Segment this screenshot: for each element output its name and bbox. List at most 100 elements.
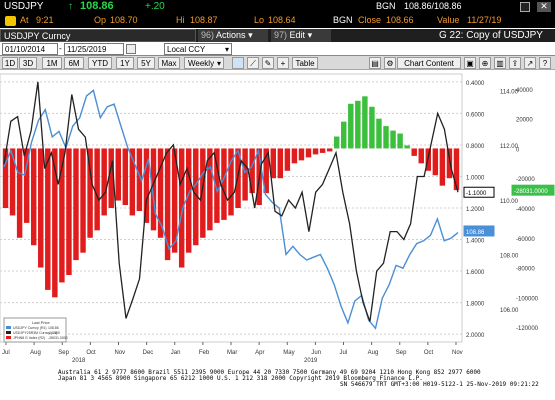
share-icon[interactable]: ↗	[524, 57, 536, 69]
legend-value: -1.1000	[48, 331, 60, 335]
left-axis-tick-label: 1.2000	[466, 207, 485, 213]
x-tick-label: Oct	[86, 350, 96, 356]
chart-content-button[interactable]: Chart Content	[397, 57, 461, 69]
zoom-icon[interactable]: ⊕	[479, 57, 491, 69]
chart-content-label: Chart Content	[404, 59, 454, 68]
bar	[23, 148, 30, 223]
bar	[150, 148, 157, 231]
series-line	[3, 81, 459, 322]
draw-line-icon[interactable]: ⟋	[247, 57, 259, 69]
ticker: USDJPY	[4, 1, 44, 12]
bar	[411, 148, 417, 156]
frequency-value: Weekly	[188, 59, 215, 68]
edit-number: 97)	[274, 30, 288, 40]
image-icon[interactable]: ▣	[464, 57, 476, 69]
x-tick-label: Nov	[115, 350, 126, 356]
settings-icon[interactable]: ⚙	[384, 57, 396, 69]
alert-icon[interactable]	[5, 16, 16, 26]
legend-value: -28031.0000	[48, 336, 68, 340]
bar	[277, 148, 284, 179]
legend-box	[3, 317, 67, 343]
actions-number: 96)	[201, 30, 215, 40]
bar	[319, 148, 326, 153]
calendar-icon[interactable]	[126, 44, 136, 54]
bar	[284, 148, 291, 171]
bar	[207, 148, 213, 231]
period-ytd[interactable]: YTD	[88, 57, 112, 69]
source: BGN	[376, 1, 396, 11]
bar	[326, 148, 333, 152]
bar	[333, 136, 340, 149]
value-label: Value	[437, 15, 460, 25]
end-date-input[interactable]: 11/25/2019	[64, 43, 124, 55]
crosshair-icon[interactable]: +	[277, 57, 289, 69]
far-axis-tick-label: 40000	[516, 88, 533, 94]
x-tick-label: Feb	[199, 350, 210, 356]
period-5y[interactable]: 5Y	[137, 57, 155, 69]
right-axis-tick-label: 108.00	[500, 253, 519, 259]
bar	[73, 148, 79, 261]
far-axis-tick-label: 20000	[516, 118, 533, 124]
date-range-bar: 01/10/2014 - 11/25/2019 Local CCY ▾	[0, 43, 555, 56]
bar	[298, 148, 305, 161]
x-tick-label: Dec	[143, 350, 154, 356]
security-field[interactable]: USDJPY Curncy	[0, 29, 196, 42]
last-value-tag	[463, 186, 495, 198]
left-axis-tick-label: 1.0000	[466, 175, 485, 181]
export-icon[interactable]: ⇪	[509, 57, 521, 69]
currency-value: Local CCY	[167, 45, 206, 54]
open-value: 108.70	[110, 15, 138, 25]
layout-icon[interactable]: ▥	[494, 57, 506, 69]
bar	[157, 148, 164, 238]
chart-svg[interactable]: 0.4000 0.6000 0.8000 1.0000 1.2000 1.4000 1.60…	[0, 70, 555, 368]
last-value-tag	[463, 225, 495, 237]
actions-menu[interactable]: 96) Actions ▾	[198, 29, 268, 42]
bar	[376, 118, 382, 149]
bar	[355, 100, 361, 149]
period-6m[interactable]: 6M	[64, 57, 84, 69]
chevron-down-icon: ▾	[224, 45, 229, 54]
left-axis-tick-label: 1.4000	[466, 239, 485, 245]
right-axis-tick-label: 114.00	[500, 89, 519, 95]
window-restore-icon[interactable]	[520, 2, 530, 12]
print-icon[interactable]: ▤	[369, 57, 381, 69]
high-label: Hi	[176, 15, 185, 25]
left-axis-tick-label: 0.6000	[466, 112, 485, 118]
chart-mode-icon[interactable]	[232, 57, 244, 69]
x-tick-label: Jul	[2, 350, 10, 356]
bar	[291, 148, 298, 164]
legend-title: Last Price	[32, 320, 51, 325]
bar	[136, 148, 143, 211]
legend-label: USDJPY Curncy (R1)	[13, 326, 47, 330]
year-label: 2019	[304, 358, 318, 364]
bar	[178, 148, 185, 268]
x-tick-label: Aug	[368, 350, 379, 356]
currency-select[interactable]: Local CCY ▾	[164, 43, 232, 55]
bar	[115, 148, 121, 201]
period-3d[interactable]: 3D	[19, 57, 37, 69]
bar	[122, 148, 129, 206]
bar	[249, 148, 255, 194]
up-arrow-icon: ↑	[68, 1, 73, 12]
x-tick-label: Sep	[396, 350, 407, 356]
table-button[interactable]: Table	[292, 57, 318, 69]
bar	[59, 148, 65, 283]
annotate-icon[interactable]: ✎	[262, 57, 274, 69]
table-label: Table	[295, 59, 315, 68]
period-1d[interactable]: 1D	[2, 57, 18, 69]
bar	[94, 148, 100, 231]
edit-label: Edit	[289, 30, 306, 40]
period-1m[interactable]: 1M	[42, 57, 62, 69]
period-1y[interactable]: 1Y	[116, 57, 134, 69]
start-date-input[interactable]: 01/10/2014	[2, 43, 58, 55]
help-icon[interactable]: ?	[539, 57, 551, 69]
frequency-select[interactable]: Weekly ▾	[184, 57, 224, 69]
high-value: 108.87	[190, 15, 218, 25]
far-axis-tick-label: -20000	[516, 177, 535, 183]
last-price: 108.86	[80, 0, 114, 12]
period-max[interactable]: Max	[158, 57, 180, 69]
chart-area[interactable]: 0.4000 0.6000 0.8000 1.0000 1.2000 1.4000 1.60…	[0, 70, 555, 368]
edit-menu[interactable]: 97) Edit ▾	[271, 29, 331, 42]
source-2: BGN	[333, 15, 353, 25]
close-window-button[interactable]: ✕	[537, 2, 551, 12]
